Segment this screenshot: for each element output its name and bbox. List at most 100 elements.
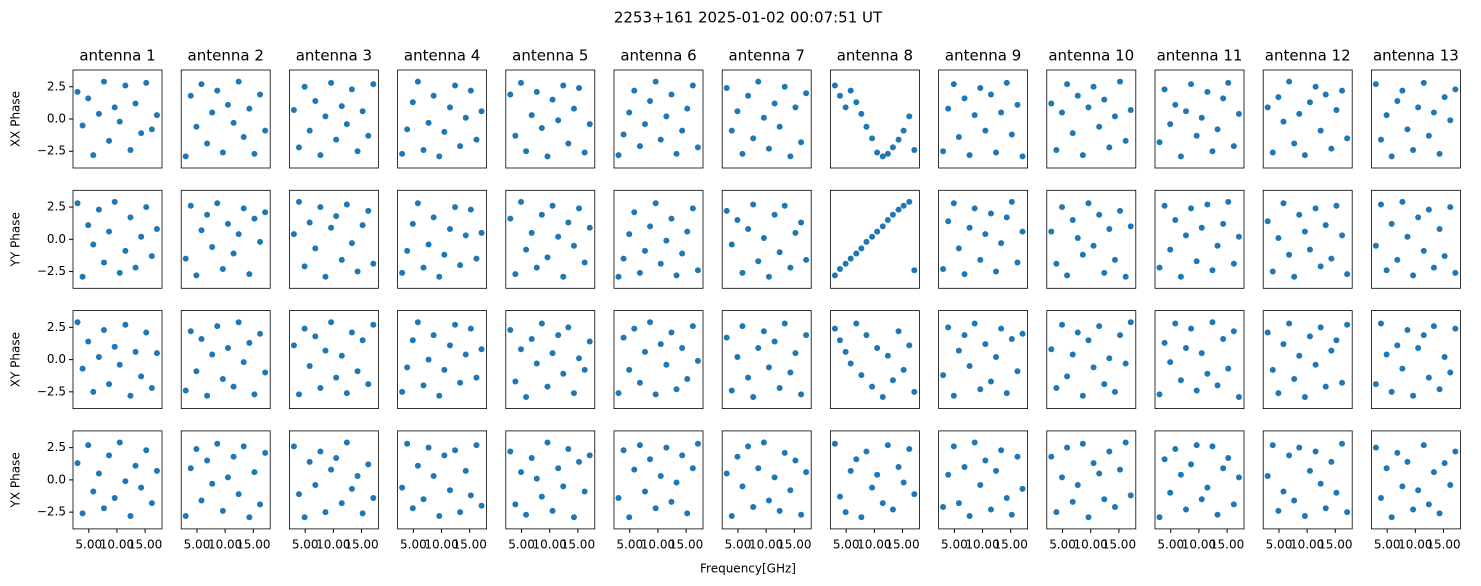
point <box>586 121 593 128</box>
point <box>626 231 633 238</box>
x-tick-label: 15.00 <box>1102 537 1136 551</box>
point <box>187 202 194 209</box>
point <box>792 229 799 236</box>
point <box>1106 355 1113 362</box>
point <box>106 228 113 235</box>
point <box>467 87 474 94</box>
point <box>153 467 160 474</box>
x-tick-label: 5.00 <box>616 537 643 551</box>
point <box>1127 492 1134 499</box>
point <box>987 378 994 385</box>
point <box>586 452 593 459</box>
point <box>111 343 118 350</box>
point <box>1415 214 1422 221</box>
point <box>1156 514 1163 521</box>
point <box>1074 329 1081 336</box>
y-tick-label: 2.5 <box>47 200 66 214</box>
point <box>955 134 962 141</box>
point <box>518 469 525 476</box>
point <box>940 503 947 510</box>
axes-frame <box>180 69 271 169</box>
axes-frame <box>1262 430 1353 530</box>
point <box>966 363 973 370</box>
point <box>689 465 696 472</box>
point <box>187 92 194 99</box>
point <box>473 136 480 143</box>
point <box>100 259 107 266</box>
x-tick-label: 5.00 <box>1266 537 1293 551</box>
point <box>409 337 416 344</box>
point <box>111 198 118 205</box>
point <box>728 513 735 520</box>
point <box>1377 136 1384 143</box>
point <box>1420 247 1427 254</box>
point <box>1344 135 1351 142</box>
point <box>1322 383 1329 390</box>
point <box>673 272 680 279</box>
point <box>317 204 324 211</box>
point <box>879 153 886 160</box>
point <box>836 493 843 500</box>
point <box>1069 216 1076 223</box>
point <box>755 258 762 265</box>
point <box>512 378 519 385</box>
point <box>1452 269 1459 276</box>
x-tick-label: 10.00 <box>965 537 999 551</box>
point <box>745 92 752 99</box>
point <box>668 329 675 336</box>
point <box>430 92 437 99</box>
point <box>1122 137 1129 144</box>
point <box>792 350 799 357</box>
subplot: antenna 5 <box>505 47 596 169</box>
point <box>1275 94 1282 101</box>
point <box>626 514 633 521</box>
point <box>1008 335 1015 342</box>
point <box>74 200 81 207</box>
point <box>689 82 696 89</box>
point <box>127 392 134 399</box>
point <box>328 319 335 326</box>
point <box>338 256 345 263</box>
point <box>1388 388 1395 395</box>
point <box>420 496 427 503</box>
point <box>1053 384 1060 391</box>
point <box>1101 96 1108 103</box>
point <box>636 143 643 150</box>
x-tick-label: 5.00 <box>184 537 211 551</box>
point <box>1127 106 1134 113</box>
point <box>224 344 231 351</box>
point <box>647 319 654 326</box>
point <box>95 470 102 477</box>
subplot: antenna 12 <box>1262 47 1353 169</box>
point <box>404 247 411 254</box>
x-axis-label: Frequency[GHz] <box>700 562 796 576</box>
x-tick-label: 5.00 <box>1374 537 1401 551</box>
point <box>370 81 377 88</box>
point <box>79 273 86 280</box>
x-tick-label: 5.00 <box>292 537 319 551</box>
point <box>1410 272 1417 279</box>
point <box>1425 501 1432 508</box>
point <box>446 487 453 494</box>
point <box>1415 104 1422 111</box>
point <box>523 393 530 400</box>
point <box>116 118 123 125</box>
point <box>235 319 242 326</box>
point <box>317 448 324 455</box>
point <box>858 514 865 521</box>
y-tick-label: 0.0 <box>47 232 66 246</box>
point <box>787 153 794 160</box>
axes-frame <box>721 430 812 530</box>
point <box>689 205 696 212</box>
point <box>739 483 746 490</box>
point <box>1377 320 1384 327</box>
point <box>1312 83 1319 90</box>
point <box>528 112 535 119</box>
point <box>478 346 485 353</box>
point <box>615 494 622 501</box>
subplot-title: antenna 6 <box>620 47 696 65</box>
point <box>1404 233 1411 240</box>
point <box>1209 443 1216 450</box>
point <box>668 498 675 505</box>
